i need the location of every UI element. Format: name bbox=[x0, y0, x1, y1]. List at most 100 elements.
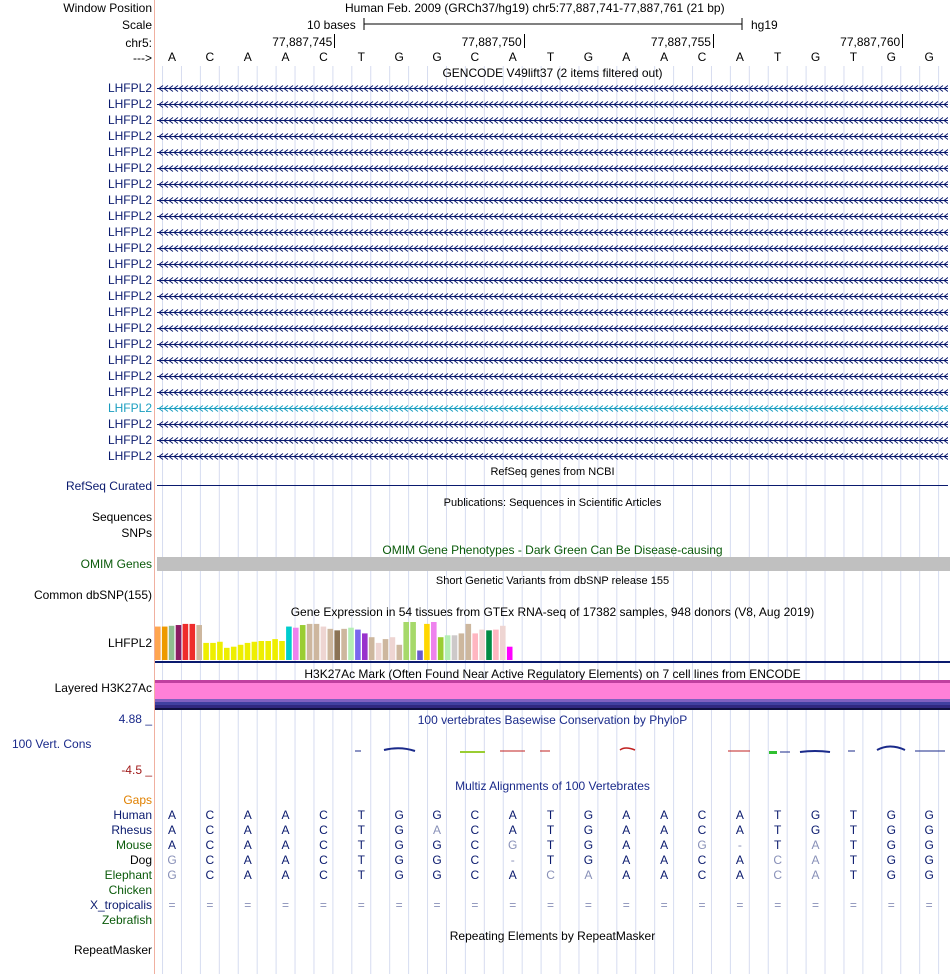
gencode-transcript[interactable] bbox=[157, 292, 948, 301]
alignment-base: G bbox=[583, 853, 594, 867]
gencode-transcript[interactable] bbox=[157, 132, 948, 141]
alignment-base: T bbox=[849, 838, 858, 852]
cons-label[interactable]: 100 Vert. Cons bbox=[12, 737, 92, 751]
gencode-transcript[interactable] bbox=[157, 340, 948, 349]
species-label[interactable]: X_tropicalis bbox=[89, 898, 152, 912]
species-label[interactable]: Elephant bbox=[104, 868, 152, 882]
species-label[interactable]: Human bbox=[113, 808, 152, 822]
gencode-gene-label[interactable]: LHFPL2 bbox=[107, 433, 152, 447]
h3k27ac-signal[interactable] bbox=[155, 680, 950, 710]
alignment-base: A bbox=[243, 868, 252, 882]
gencode-gene-label[interactable]: LHFPL2 bbox=[107, 321, 152, 335]
gencode-transcript[interactable] bbox=[157, 260, 948, 269]
gencode-gene-label[interactable]: LHFPL2 bbox=[107, 97, 152, 111]
species-label[interactable]: Zebrafish bbox=[101, 913, 152, 927]
alignment-base: = bbox=[206, 898, 214, 912]
species-label[interactable]: Chicken bbox=[108, 883, 152, 897]
h3k27ac-label[interactable]: Layered H3K27Ac bbox=[54, 681, 152, 695]
gencode-transcript[interactable] bbox=[157, 196, 948, 205]
repeatmasker-label[interactable]: RepeatMasker bbox=[73, 943, 152, 957]
gencode-transcript[interactable] bbox=[157, 420, 948, 429]
gencode-gene-label[interactable]: LHFPL2 bbox=[107, 209, 152, 223]
alignment-base: = bbox=[736, 898, 744, 912]
alignment-base: A bbox=[281, 838, 290, 852]
gtex-tissue-bar bbox=[272, 639, 278, 660]
gencode-gene-label[interactable]: LHFPL2 bbox=[107, 193, 152, 207]
refseq-label[interactable]: RefSeq Curated bbox=[65, 479, 152, 493]
gencode-gene-label[interactable]: LHFPL2 bbox=[107, 401, 152, 415]
alignment-base: C bbox=[697, 823, 707, 837]
label-separator bbox=[154, 0, 155, 974]
gencode-transcript[interactable] bbox=[157, 164, 948, 173]
gtex-tissue-bar bbox=[286, 626, 292, 660]
alignment-base: G bbox=[394, 838, 404, 852]
alignment-base: G bbox=[394, 823, 404, 837]
gencode-transcript[interactable] bbox=[157, 452, 948, 461]
gencode-transcript[interactable] bbox=[157, 228, 948, 237]
gencode-transcript[interactable] bbox=[157, 388, 948, 397]
gencode-gene-label[interactable]: LHFPL2 bbox=[107, 129, 152, 143]
gtex-tissue-bar bbox=[258, 641, 265, 660]
alignment-base: G bbox=[432, 838, 442, 852]
gencode-gene-label[interactable]: LHFPL2 bbox=[107, 417, 152, 431]
gencode-transcript[interactable] bbox=[157, 324, 948, 333]
gtex-bar-chart[interactable] bbox=[155, 620, 950, 664]
alignment-base: G bbox=[583, 823, 594, 837]
omim-label[interactable]: OMIM Genes bbox=[80, 557, 152, 571]
species-label[interactable]: Mouse bbox=[115, 838, 152, 852]
alignment-base: = bbox=[319, 898, 327, 912]
species-label[interactable]: Rhesus bbox=[111, 823, 152, 837]
gencode-transcript[interactable] bbox=[157, 356, 948, 365]
gencode-title: GENCODE V49lift37 (2 items filtered out) bbox=[442, 66, 663, 80]
gtex-tissue-bar bbox=[437, 637, 444, 660]
gencode-gene-label[interactable]: LHFPL2 bbox=[107, 177, 152, 191]
gencode-gene-label[interactable]: LHFPL2 bbox=[107, 337, 152, 351]
gencode-transcript[interactable] bbox=[157, 100, 948, 109]
gencode-gene-label[interactable]: LHFPL2 bbox=[107, 145, 152, 159]
gencode-gene-label[interactable]: LHFPL2 bbox=[107, 113, 152, 127]
conservation-wiggle[interactable] bbox=[155, 740, 950, 760]
alignment-base: G bbox=[432, 868, 442, 882]
gencode-gene-label[interactable]: LHFPL2 bbox=[107, 241, 152, 255]
gtex-tissue-bar bbox=[341, 628, 347, 660]
alignment-base: A bbox=[167, 823, 176, 837]
snps-label[interactable]: SNPs bbox=[121, 526, 152, 540]
gencode-gene-label[interactable]: LHFPL2 bbox=[107, 161, 152, 175]
gencode-transcript[interactable] bbox=[157, 372, 948, 381]
dbsnp-label[interactable]: Common dbSNP(155) bbox=[33, 588, 152, 602]
alignment-base: G bbox=[167, 853, 177, 867]
sequence-base: A bbox=[167, 50, 176, 64]
gencode-transcript[interactable] bbox=[157, 84, 948, 93]
gencode-gene-label[interactable]: LHFPL2 bbox=[107, 385, 152, 399]
gencode-gene-label[interactable]: LHFPL2 bbox=[107, 449, 152, 463]
gencode-transcript[interactable] bbox=[157, 276, 948, 285]
coordinate-tick-label: 77,887,750 bbox=[461, 35, 522, 49]
track-area[interactable]: Human Feb. 2009 (GRCh37/hg19) chr5:77,88… bbox=[155, 0, 950, 974]
gtex-label[interactable]: LHFPL2 bbox=[107, 636, 152, 650]
gencode-transcript[interactable] bbox=[157, 308, 948, 317]
gencode-transcript[interactable] bbox=[157, 116, 948, 125]
alignment-base: C bbox=[205, 823, 215, 837]
gencode-transcript[interactable] bbox=[157, 244, 948, 253]
gencode-gene-label[interactable]: LHFPL2 bbox=[107, 353, 152, 367]
gencode-gene-label[interactable]: LHFPL2 bbox=[107, 305, 152, 319]
sequences-label[interactable]: Sequences bbox=[91, 510, 152, 524]
gencode-gene-label[interactable]: LHFPL2 bbox=[107, 369, 152, 383]
gencode-gene-label[interactable]: LHFPL2 bbox=[107, 273, 152, 287]
gencode-transcript[interactable] bbox=[157, 436, 948, 445]
gencode-transcript[interactable] bbox=[157, 180, 948, 189]
omim-bar[interactable] bbox=[157, 557, 950, 571]
alignment-base: T bbox=[849, 853, 858, 867]
gencode-transcript[interactable] bbox=[157, 212, 948, 221]
gencode-gene-label[interactable]: LHFPL2 bbox=[107, 257, 152, 271]
species-label[interactable]: Dog bbox=[129, 853, 152, 867]
gencode-transcript[interactable] bbox=[157, 148, 948, 157]
gencode-gene-label[interactable]: LHFPL2 bbox=[107, 225, 152, 239]
gtex-tissue-bar bbox=[334, 630, 340, 660]
gencode-transcript[interactable] bbox=[157, 404, 948, 413]
alignment-base: G bbox=[432, 808, 442, 822]
gencode-gene-label[interactable]: LHFPL2 bbox=[107, 81, 152, 95]
alignment-base: = bbox=[244, 898, 252, 912]
refseq-gene-line[interactable] bbox=[157, 485, 948, 486]
gencode-gene-label[interactable]: LHFPL2 bbox=[107, 289, 152, 303]
